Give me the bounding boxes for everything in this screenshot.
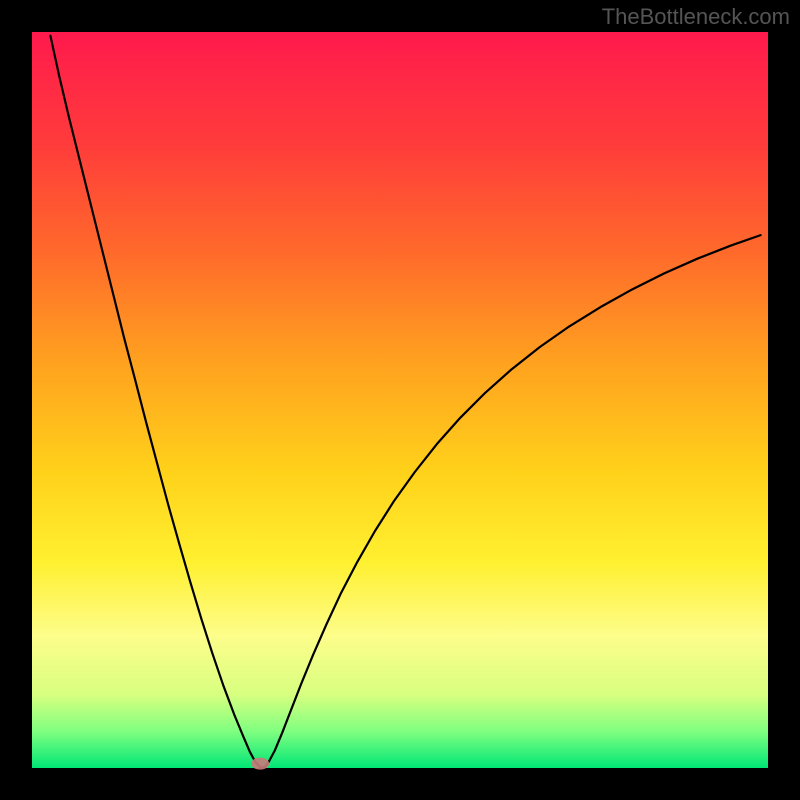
bottleneck-chart: TheBottleneck.com (0, 0, 800, 800)
optimal-point-marker (251, 758, 269, 770)
chart-svg (0, 0, 800, 800)
chart-background (32, 32, 768, 768)
watermark-text: TheBottleneck.com (602, 4, 790, 30)
